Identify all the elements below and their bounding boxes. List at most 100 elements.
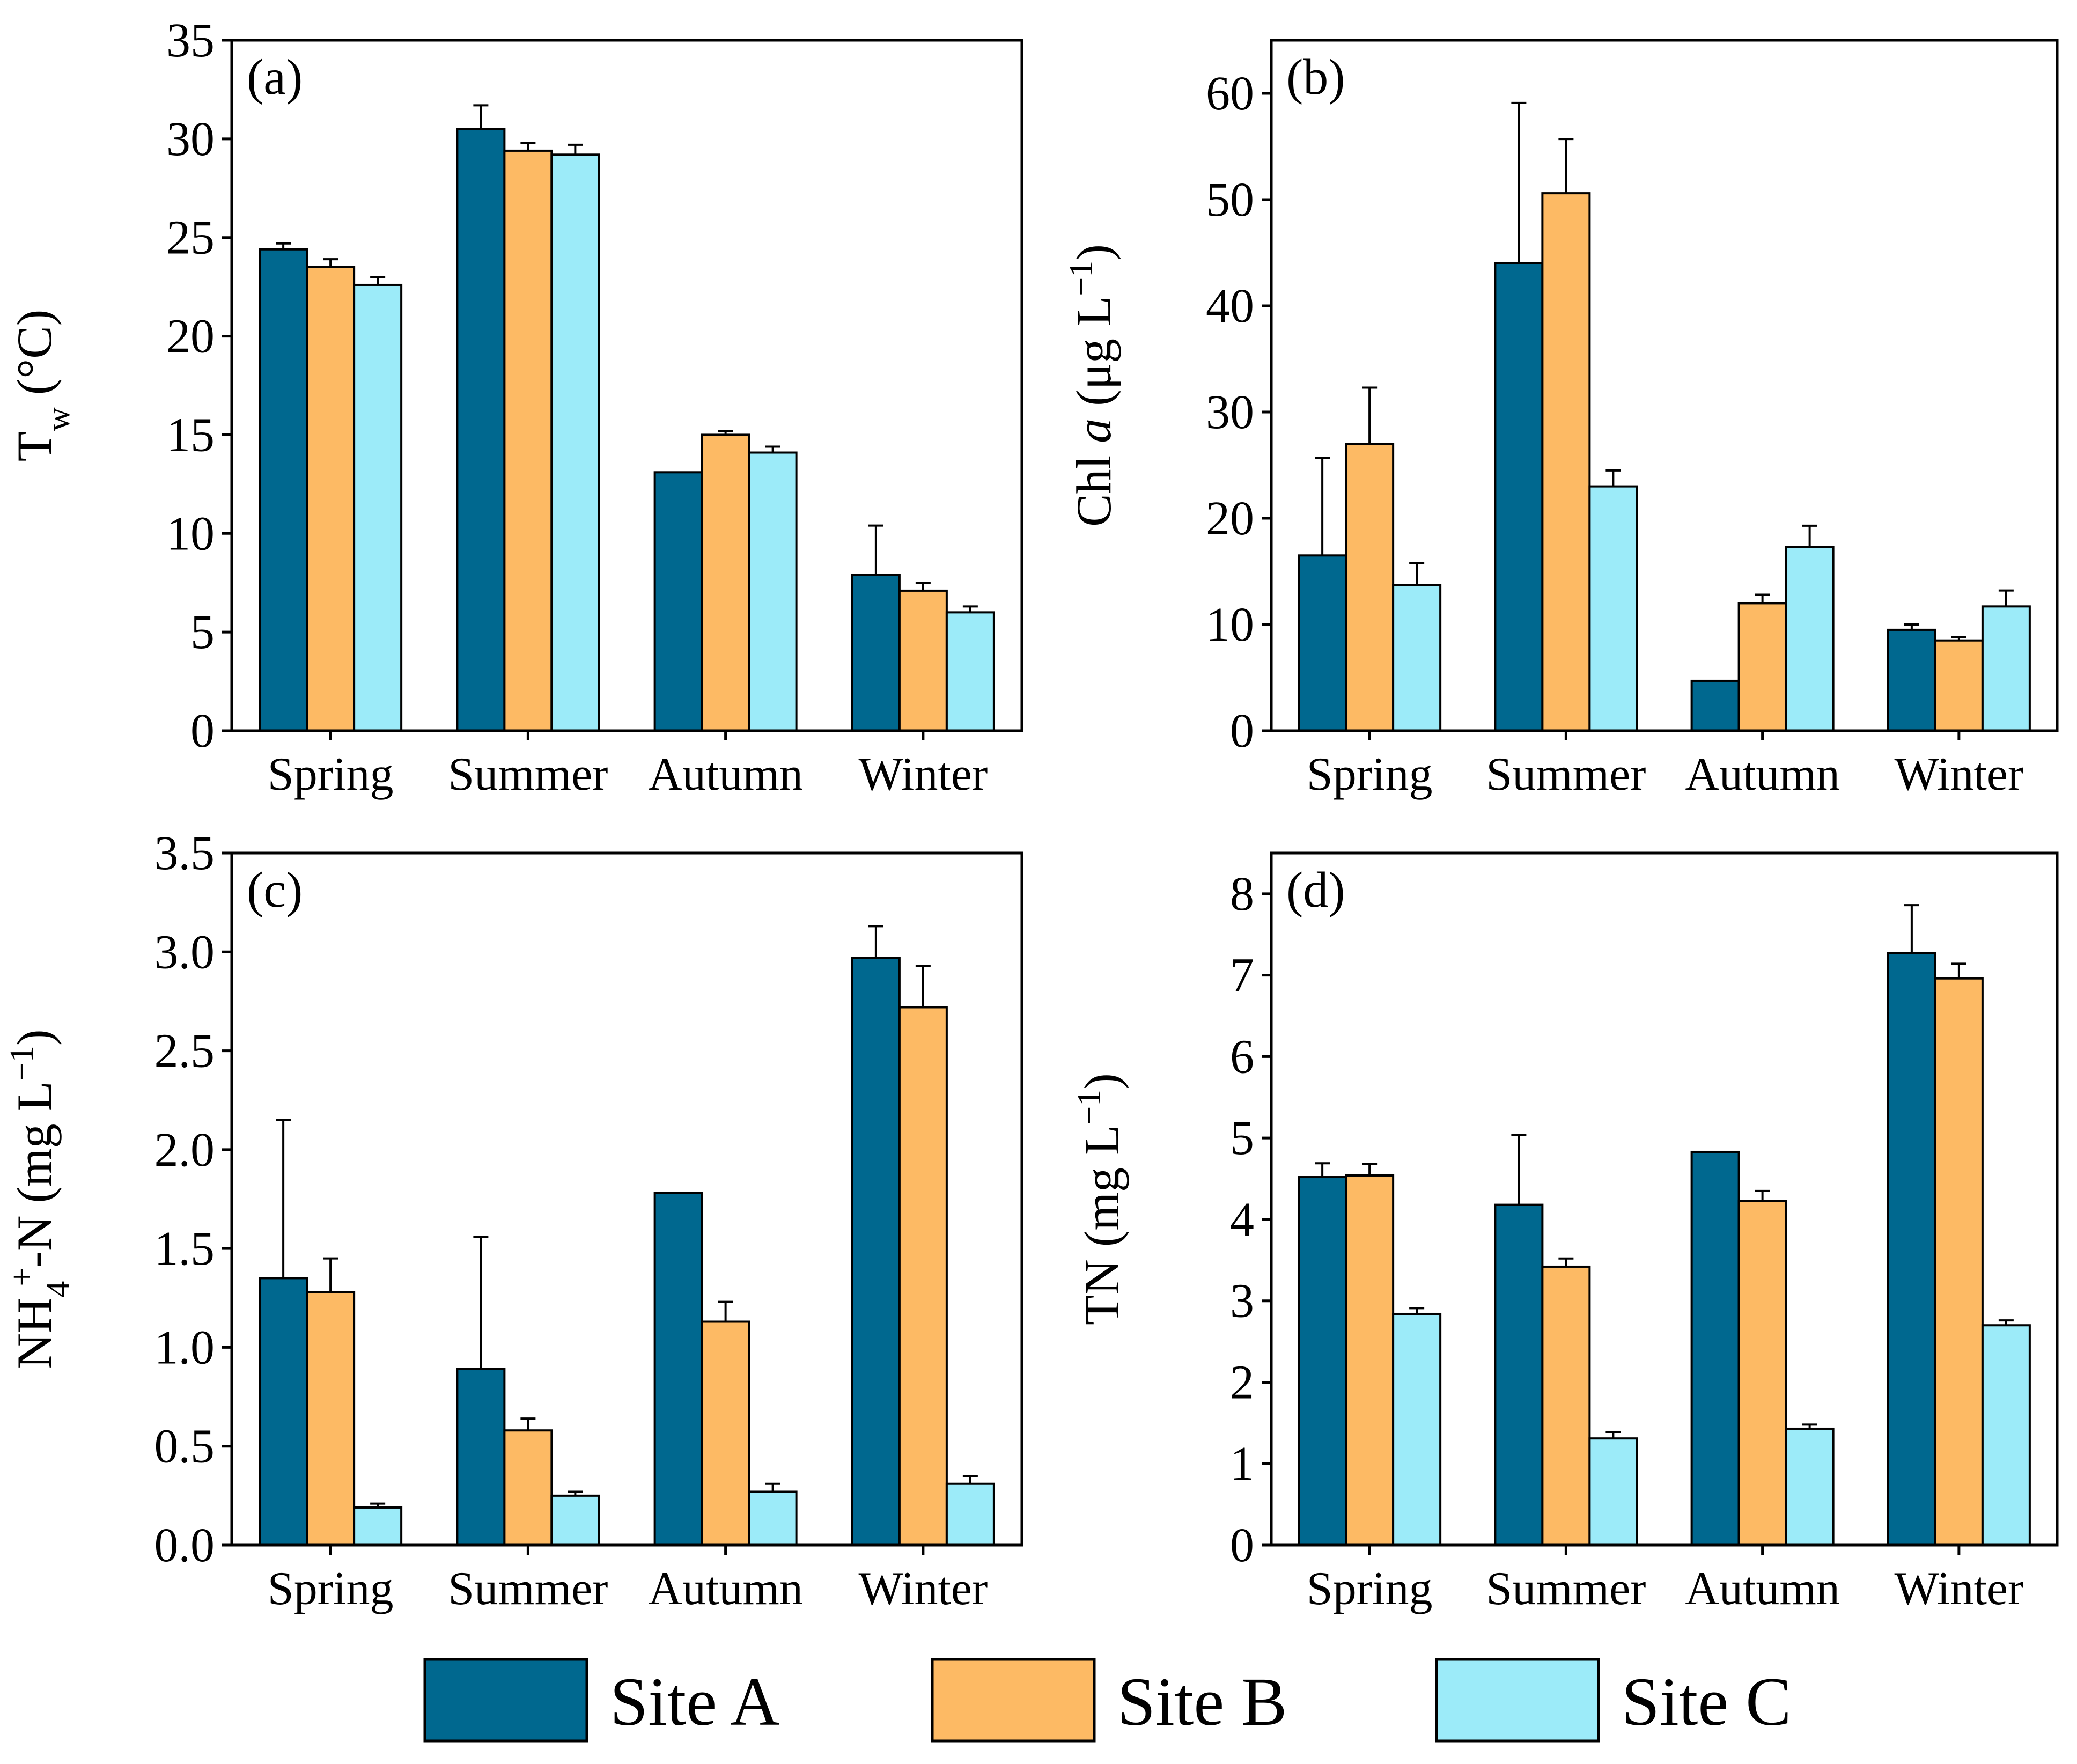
y-tick-label: 0.5 <box>154 1420 215 1473</box>
bar-site-c-summer <box>1588 485 1638 732</box>
x-tick-label: Autumn <box>648 748 802 800</box>
bar-site-b-spring <box>1345 1174 1395 1547</box>
legend: Site A Site B Site C <box>423 1658 1792 1743</box>
y-tick-label: 0 <box>190 704 215 758</box>
bar-site-c-spring <box>1392 584 1442 732</box>
bar-site-a-winter <box>1887 952 1936 1546</box>
bar-site-c-autumn <box>1785 1427 1835 1547</box>
bar-site-b-spring <box>306 266 356 732</box>
bar-site-a-spring <box>259 1277 308 1546</box>
y-axis-label: TN (mg L−1) <box>1071 1073 1129 1325</box>
y-tick-label: 25 <box>166 211 215 264</box>
bar-site-b-winter <box>1934 639 1984 732</box>
y-tick-label: 5 <box>190 606 215 659</box>
bar-site-a-spring <box>1298 1176 1347 1546</box>
x-tick-label: Summer <box>448 748 608 800</box>
y-tick-label: 30 <box>1206 386 1254 439</box>
bar-site-a-winter <box>851 574 901 732</box>
x-tick-label: Summer <box>1486 1563 1646 1615</box>
panel-tag: (c) <box>247 862 303 918</box>
bar-site-a-summer <box>1494 1203 1544 1546</box>
bar-site-a-summer <box>456 1368 506 1546</box>
bar-site-a-summer <box>1494 262 1544 732</box>
y-tick-label: 2.0 <box>154 1123 215 1177</box>
bar-site-c-winter <box>945 611 995 732</box>
x-tick-label: Spring <box>1307 1563 1433 1615</box>
bar-site-b-winter <box>898 1006 948 1546</box>
x-tick-label: Autumn <box>1685 1563 1839 1615</box>
bar-site-a-winter <box>1887 628 1936 732</box>
y-tick-label: 50 <box>1206 173 1254 226</box>
bar-site-b-spring <box>306 1291 356 1546</box>
bar-site-b-summer <box>1541 192 1591 732</box>
y-tick-label: 20 <box>166 310 215 363</box>
bar-site-b-summer <box>503 1429 553 1546</box>
bar-site-c-autumn <box>748 1490 798 1546</box>
x-tick-label: Autumn <box>1685 748 1839 800</box>
y-tick-label: 40 <box>1206 280 1254 333</box>
x-tick-label: Winter <box>858 1563 988 1615</box>
x-tick-label: Summer <box>1486 748 1646 800</box>
plot-frame <box>1270 39 2059 732</box>
x-tick-label: Summer <box>448 1563 608 1615</box>
y-tick-label: 60 <box>1206 67 1254 120</box>
plot-frame <box>230 851 1023 1547</box>
y-tick-label: 20 <box>1206 492 1254 545</box>
bar-site-c-summer <box>1588 1437 1638 1546</box>
x-tick-label: Winter <box>858 748 988 800</box>
y-tick-label: 0 <box>1230 704 1254 758</box>
y-tick-label: 10 <box>1206 598 1254 651</box>
x-tick-label: Autumn <box>648 1563 802 1615</box>
bar-site-b-autumn <box>1737 1200 1787 1547</box>
bar-site-b-autumn <box>1737 602 1787 732</box>
bar-site-a-autumn <box>1690 679 1740 732</box>
bar-site-b-summer <box>1541 1265 1591 1546</box>
y-tick-label: 4 <box>1230 1193 1254 1246</box>
y-tick-label: 10 <box>166 507 215 560</box>
bar-site-c-spring <box>1392 1312 1442 1547</box>
y-axis-label: Tw (°C) <box>7 310 77 461</box>
bar-site-c-autumn <box>1785 546 1835 732</box>
panel-tag: (b) <box>1286 49 1345 105</box>
bar-site-a-autumn <box>653 471 703 732</box>
y-tick-label: 5 <box>1230 1112 1254 1165</box>
y-tick-label: 30 <box>166 113 215 166</box>
bar-site-a-summer <box>456 128 506 732</box>
y-tick-label: 1 <box>1230 1437 1254 1490</box>
y-tick-label: 6 <box>1230 1030 1254 1083</box>
bar-site-c-spring <box>353 283 403 732</box>
x-tick-label: Spring <box>1307 748 1433 800</box>
y-tick-label: 7 <box>1230 949 1254 1002</box>
chart-panel-d: 0 1 2 3 4 5 6 7 8 Spring Summer Autumn Winter (d) TN (… <box>1071 851 2059 1615</box>
y-tick-label: 8 <box>1230 868 1254 921</box>
bar-site-c-summer <box>550 1494 600 1547</box>
bar-site-a-spring <box>259 248 308 732</box>
bar-site-b-spring <box>1345 443 1395 732</box>
y-tick-label: 2 <box>1230 1356 1254 1409</box>
bar-site-a-autumn <box>653 1192 703 1546</box>
y-axis-label: NH4+-N (mg L−1) <box>4 1030 77 1369</box>
y-tick-label: 1.5 <box>154 1222 215 1275</box>
bar-site-b-winter <box>898 589 948 732</box>
y-tick-label: 3.5 <box>154 827 215 880</box>
legend-swatch-site-a <box>423 1658 588 1743</box>
y-axis-label: Chl a (μg L−1) <box>1063 244 1121 527</box>
bar-site-c-summer <box>550 153 600 732</box>
bar-site-c-winter <box>1981 605 2031 732</box>
x-tick-label: Spring <box>268 748 394 800</box>
bar-site-a-winter <box>851 957 901 1546</box>
legend-label: Site A <box>610 1664 780 1740</box>
legend-swatch-site-b <box>931 1658 1096 1743</box>
chart-panel-b: 0 10 20 30 40 50 60 Spring Summer Autumn Winter (b)… <box>1063 39 2059 800</box>
panel-tag: (d) <box>1286 862 1345 918</box>
bar-site-b-winter <box>1934 977 1984 1546</box>
x-tick-label: Winter <box>1894 1563 2023 1615</box>
bar-site-b-autumn <box>701 1320 750 1547</box>
bar-site-a-autumn <box>1690 1150 1740 1547</box>
y-tick-label: 35 <box>166 14 215 67</box>
y-tick-label: 3 <box>1230 1275 1254 1328</box>
bar-site-c-autumn <box>748 451 798 732</box>
chart-panel-a: 0 5 10 15 20 25 30 35 Spring Summer Autumn Winter (a… <box>7 14 1023 800</box>
bar-site-b-summer <box>503 149 553 732</box>
